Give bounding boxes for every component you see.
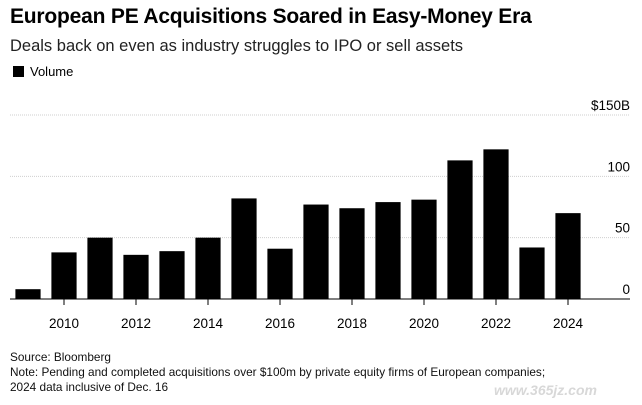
legend: Volume xyxy=(13,64,73,79)
bar xyxy=(519,247,545,299)
bar xyxy=(231,198,257,299)
source-note: Source: Bloomberg xyxy=(10,350,111,364)
bar xyxy=(159,251,185,299)
bar xyxy=(483,149,509,299)
chart-title: European PE Acquisitions Soared in Easy-… xyxy=(10,5,532,28)
note-line-2: 2024 data inclusive of Dec. 16 xyxy=(10,380,169,394)
chart-subtitle: Deals back on even as industry struggles… xyxy=(10,37,464,55)
y-tick-label: 100 xyxy=(607,159,630,174)
bar xyxy=(123,254,149,299)
legend-label: Volume xyxy=(30,64,74,79)
x-tick-label: 2012 xyxy=(121,316,151,331)
bar xyxy=(195,237,221,299)
x-tick-label: 2020 xyxy=(409,316,439,331)
note-line-1: Note: Pending and completed acquisitions… xyxy=(10,365,546,379)
bar xyxy=(411,199,437,299)
x-tick-label: 2024 xyxy=(553,316,584,331)
legend-swatch xyxy=(13,66,24,77)
x-tick-label: 2018 xyxy=(337,316,367,331)
x-tick-label: 2022 xyxy=(481,316,511,331)
bar xyxy=(15,289,41,299)
y-tick-label: 50 xyxy=(615,221,630,236)
x-tick-label: 2010 xyxy=(49,316,79,331)
bar xyxy=(303,204,329,299)
x-tick-label: 2014 xyxy=(193,316,224,331)
bar xyxy=(267,248,293,299)
bar xyxy=(51,252,77,299)
bar xyxy=(447,160,473,299)
bar xyxy=(339,208,365,299)
bar xyxy=(87,237,113,299)
x-tick-label: 2016 xyxy=(265,316,295,331)
y-tick-label: $150B xyxy=(591,98,630,113)
bar xyxy=(375,202,401,299)
bar xyxy=(555,213,581,299)
y-tick-label: 0 xyxy=(622,282,630,297)
chart-footer: Source: Bloomberg Note: Pending and comp… xyxy=(10,350,545,395)
watermark-text: www.365jz.com xyxy=(494,382,597,398)
